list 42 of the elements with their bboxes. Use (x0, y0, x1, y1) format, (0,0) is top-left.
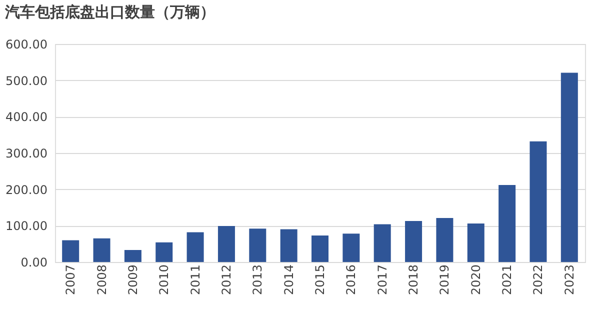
bar (560, 72, 578, 262)
bar (405, 220, 422, 262)
x-tick-label: 2023 (562, 264, 576, 296)
bar (93, 238, 110, 262)
y-tick-label: 500.00 (6, 74, 48, 88)
bar (156, 242, 173, 262)
bar (342, 234, 360, 262)
y-tick-label: 100.00 (6, 219, 48, 234)
bar (62, 240, 80, 262)
x-tick-label: 2016 (344, 264, 358, 296)
bar (436, 218, 454, 262)
bar (124, 250, 142, 262)
x-tick-label: 2020 (468, 264, 483, 296)
bar (186, 232, 204, 262)
bar (249, 228, 266, 262)
x-tick-label: 2013 (250, 264, 265, 296)
x-tick-label: 2008 (94, 264, 109, 296)
bar (218, 226, 235, 262)
x-tick-label: 2009 (126, 264, 140, 296)
x-tick-label: 2022 (531, 264, 546, 296)
bar (498, 184, 516, 262)
y-tick-label: 0.00 (20, 256, 48, 270)
x-tick-label: 2011 (188, 264, 202, 296)
x-tick-label: 2010 (157, 264, 172, 296)
chart-title: 汽车包括底盘出口数量（万辆） (4, 3, 216, 21)
x-tick-label: 2019 (438, 264, 452, 296)
bar (467, 223, 484, 262)
x-tick-label: 2017 (375, 264, 390, 296)
bar (530, 141, 547, 262)
bar (280, 229, 298, 262)
x-tick-label: 2014 (282, 264, 296, 296)
bar (374, 224, 391, 262)
y-tick-label: 400.00 (6, 110, 48, 124)
x-tick-label: 2015 (313, 264, 327, 296)
x-tick-label: 2007 (64, 264, 78, 296)
x-tick-label: 2021 (500, 264, 514, 296)
bar (312, 235, 328, 262)
x-tick-label: 2012 (219, 264, 234, 296)
x-tick-label: 2018 (406, 264, 421, 296)
y-tick-label: 600.00 (6, 38, 48, 52)
y-tick-label: 200.00 (6, 182, 48, 197)
y-tick-label: 300.00 (6, 146, 48, 160)
